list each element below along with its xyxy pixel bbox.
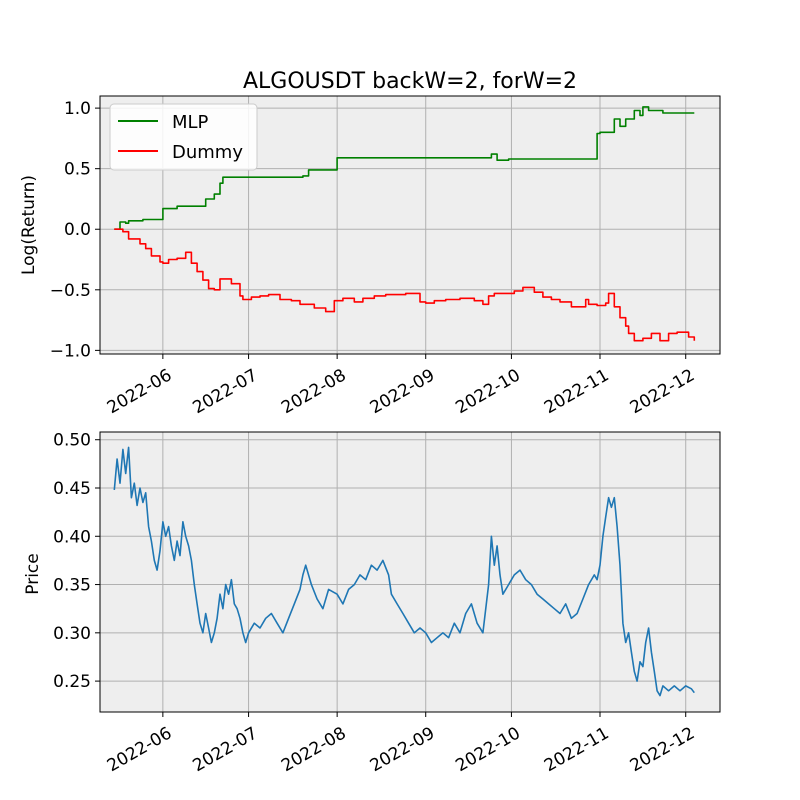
grid-lines [100, 432, 720, 712]
y-tick-label: 0.35 [53, 576, 91, 596]
y-axis-label: Log(Return) [19, 175, 39, 275]
x-tick-label: 2022-11 [541, 365, 613, 418]
plot-frame [99, 95, 721, 355]
x-tick-label: 2022-07 [190, 365, 262, 418]
x-tick-label: 2022-06 [104, 723, 176, 776]
x-tick-label: 2022-08 [278, 365, 350, 418]
x-tick-label: 2022-12 [627, 365, 699, 418]
series-lines [113, 446, 695, 697]
y-tick-label: 0.50 [53, 431, 91, 451]
x-tick-label: 2022-10 [452, 365, 524, 418]
legend-label-mlp: MLP [172, 112, 209, 133]
series-lines [114, 106, 696, 342]
y-tick-label: −1.0 [50, 341, 91, 361]
y-tick-label: −0.5 [50, 281, 91, 301]
y-tick-label: 0.30 [53, 624, 91, 644]
x-tick-label: 2022-12 [627, 723, 699, 776]
log-return-chart: ALGOUSDT backW=2, forW=2 2022-06 2022-07 2… [19, 69, 721, 418]
legend: MLP Dummy [109, 103, 258, 171]
series-line-mlp [114, 106, 695, 230]
series-line-price [113, 446, 695, 697]
y-tick-label: 0.0 [64, 220, 91, 240]
y-tick-label: 1.0 [64, 99, 91, 119]
plot-area [100, 432, 720, 712]
x-tick-label: 2022-09 [367, 723, 439, 776]
y-tick-label: 0.45 [53, 479, 91, 499]
price-chart: 2022-06 2022-07 2022-08 2022-09 2022-10 2022-… [23, 431, 721, 776]
x-tick-label: 2022-09 [367, 365, 439, 418]
x-tick-label: 2022-06 [104, 365, 176, 418]
x-tick-label: 2022-08 [278, 723, 350, 776]
y-tick-label: 0.5 [64, 160, 91, 180]
y-axis-label: Price [23, 553, 43, 594]
x-tick-label: 2022-11 [541, 723, 613, 776]
y-tick-label: 0.40 [53, 527, 91, 547]
x-tick-label: 2022-10 [452, 723, 524, 776]
y-tick-label: 0.25 [53, 672, 91, 692]
plot-frame [99, 431, 721, 713]
legend-label-dummy: Dummy [172, 142, 243, 163]
x-tick-label: 2022-07 [190, 723, 262, 776]
chart-title: ALGOUSDT backW=2, forW=2 [243, 69, 577, 94]
series-line-dummy [114, 228, 696, 342]
